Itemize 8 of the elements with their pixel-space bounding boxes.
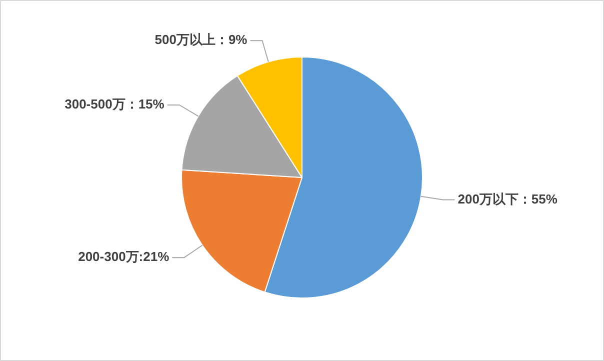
data-label: ：9% xyxy=(215,32,248,48)
slice-label: 300-500万 xyxy=(64,96,126,112)
data-label: ：55% xyxy=(518,191,558,206)
data-label: ：15% xyxy=(125,96,165,112)
slice-label: 500万以上 xyxy=(154,32,216,48)
slice-label: 200万以下 xyxy=(458,191,518,206)
slice-label: 200-300万 xyxy=(78,249,139,264)
data-label: :21% xyxy=(138,249,170,264)
